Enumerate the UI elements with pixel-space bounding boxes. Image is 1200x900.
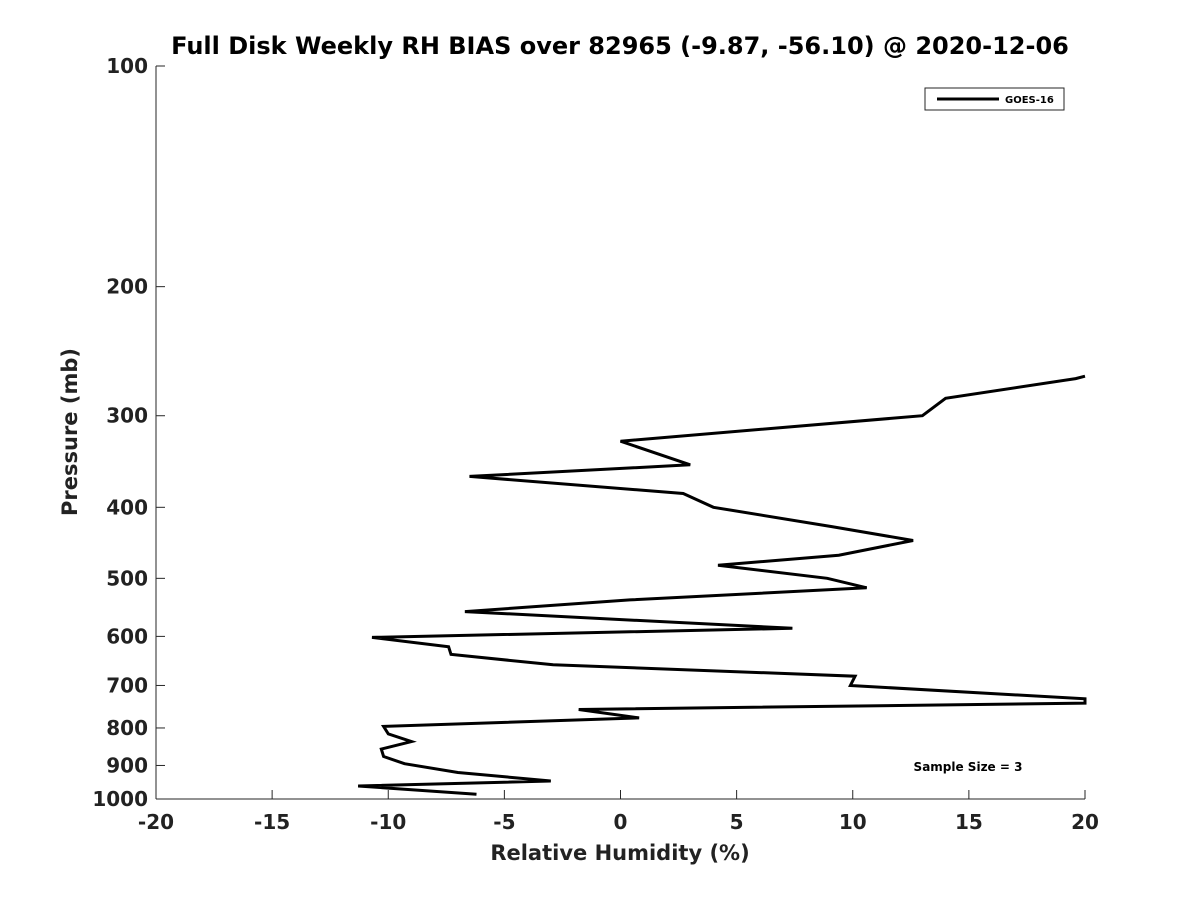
x-tick-label: -10	[370, 810, 406, 834]
y-tick-label: 100	[106, 54, 148, 78]
plot-area: -20 -15 -10 -5 0 5 10 15 20 100 200 300 400 500 600 70…	[92, 54, 1099, 834]
y-tick-label: 300	[106, 404, 148, 428]
y-axis-ticks: 100 200 300 400 500 600 700 800 900 1000	[92, 54, 165, 811]
y-axis-label: Pressure (mb)	[58, 348, 82, 516]
legend-label-goes-16: GOES-16	[1005, 95, 1054, 106]
x-tick-label: 5	[730, 810, 744, 834]
sample-size-annotation: Sample Size = 3	[914, 760, 1023, 774]
y-tick-label: 500	[106, 566, 148, 590]
y-tick-label: 800	[106, 716, 148, 740]
x-tick-label: 15	[955, 810, 983, 834]
x-tick-label: 20	[1071, 810, 1099, 834]
chart-title: Full Disk Weekly RH BIAS over 82965 (-9.…	[171, 32, 1069, 60]
x-axis-ticks: -20 -15 -10 -5 0 5 10 15 20	[138, 790, 1099, 834]
x-tick-label: -5	[493, 810, 515, 834]
x-axis-label: Relative Humidity (%)	[490, 841, 749, 865]
legend: GOES-16	[924, 87, 1065, 111]
x-tick-label: 0	[614, 810, 628, 834]
x-tick-label: -20	[138, 810, 174, 834]
goes-16-series-line	[357, 374, 1087, 796]
y-tick-label: 900	[106, 753, 148, 777]
y-tick-label: 700	[106, 673, 148, 697]
y-tick-label: 200	[106, 275, 148, 299]
y-tick-label: 1000	[92, 787, 148, 811]
y-tick-label: 400	[106, 495, 148, 519]
y-tick-label: 600	[106, 624, 148, 648]
x-tick-label: -15	[254, 810, 290, 834]
x-tick-label: 10	[839, 810, 867, 834]
